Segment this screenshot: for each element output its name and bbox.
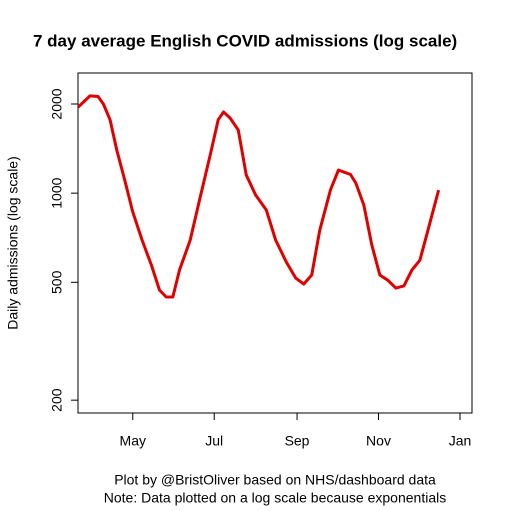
y-tick-label: 2000 (49, 88, 65, 119)
line (76, 94, 441, 299)
y-tick-label: 200 (49, 388, 65, 412)
x-tick-label: Sep (285, 433, 310, 449)
y-axis-label: Daily admissions (log scale) (5, 156, 21, 330)
x-tick-label: Jan (449, 433, 472, 449)
x-tick-label: May (120, 433, 146, 449)
x-tick-label: Nov (366, 433, 391, 449)
y-tick-label: 1000 (49, 177, 65, 208)
x-tick-label: Jul (205, 433, 223, 449)
chart-title: 7 day average English COVID admissions (… (33, 31, 457, 50)
caption: Note: Data plotted on a log scale becaus… (104, 490, 446, 506)
y-tick-label: 500 (49, 270, 65, 294)
caption: Plot by @BristOliver based on NHS/dashbo… (114, 472, 436, 488)
plot-box (77, 72, 473, 414)
